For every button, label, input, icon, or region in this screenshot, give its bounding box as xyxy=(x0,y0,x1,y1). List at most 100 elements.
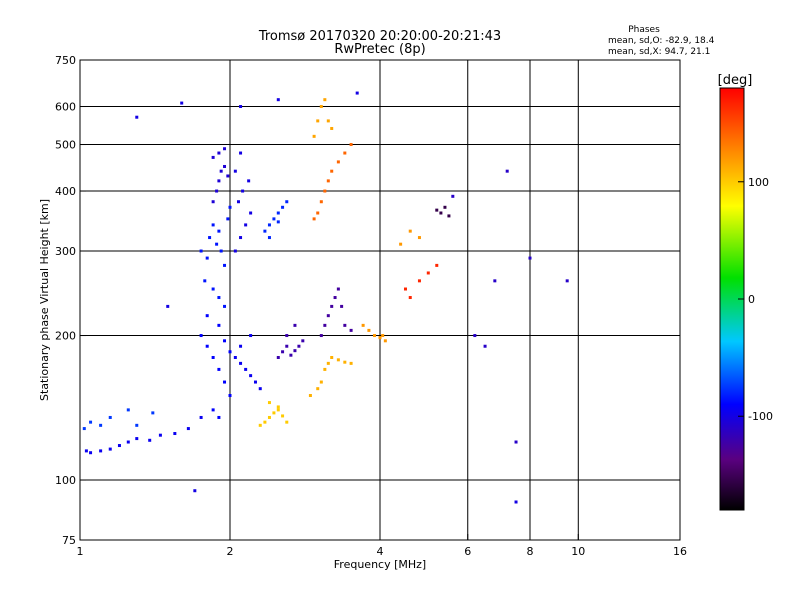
data-point xyxy=(263,420,267,424)
data-point xyxy=(267,236,271,240)
data-point xyxy=(289,353,293,357)
data-point xyxy=(233,169,237,173)
data-point xyxy=(323,98,327,102)
data-point xyxy=(135,423,139,427)
data-point xyxy=(493,279,497,283)
data-point xyxy=(281,414,285,418)
stats-line-x: mean, sd,X: 94.7, 21.1 xyxy=(608,47,710,57)
data-point xyxy=(417,279,421,283)
data-point xyxy=(223,147,227,151)
data-point xyxy=(211,355,215,359)
data-point xyxy=(249,334,253,338)
y-tick-label: 750 xyxy=(55,54,76,67)
data-point xyxy=(285,200,289,204)
x-axis-ticks: 1 2 4 6 8 10 16 xyxy=(77,534,687,558)
x-tick-label: 6 xyxy=(464,545,471,558)
data-point xyxy=(223,304,227,308)
data-point xyxy=(217,229,221,233)
data-point xyxy=(293,323,297,327)
x-tick-label: 16 xyxy=(673,545,687,558)
data-points xyxy=(82,91,569,504)
data-point xyxy=(239,236,243,240)
data-point xyxy=(239,151,243,155)
data-point xyxy=(355,91,359,95)
stats-heading: Phases xyxy=(628,25,660,35)
data-point xyxy=(378,336,382,340)
y-axis-ticks: 75 100 200 300 400 500 600 750 xyxy=(55,54,86,547)
data-point xyxy=(249,374,253,378)
data-point xyxy=(211,223,215,227)
data-point xyxy=(223,339,227,343)
colorbar-tick-label: 0 xyxy=(748,293,755,306)
data-point xyxy=(308,394,312,398)
data-point xyxy=(326,119,330,123)
data-point xyxy=(276,211,280,215)
data-point xyxy=(399,242,403,246)
data-point xyxy=(205,256,209,260)
data-point xyxy=(236,200,240,204)
data-point xyxy=(226,217,230,221)
data-point xyxy=(319,334,323,338)
data-point xyxy=(215,242,219,246)
data-point xyxy=(285,334,289,338)
data-point xyxy=(435,263,439,267)
y-tick-label: 600 xyxy=(55,101,76,114)
data-point xyxy=(323,189,327,193)
data-point xyxy=(323,323,327,327)
data-point xyxy=(447,214,451,218)
data-point xyxy=(228,394,232,398)
data-point xyxy=(108,447,112,451)
data-point xyxy=(276,220,280,224)
data-point xyxy=(126,408,130,412)
data-point xyxy=(226,174,230,178)
data-point xyxy=(285,420,289,424)
stats-line-o: mean, sd,O: -82.9, 18.4 xyxy=(608,36,715,46)
data-point xyxy=(330,355,334,359)
data-point xyxy=(383,339,387,343)
colorbar-label: [deg] xyxy=(718,73,753,88)
data-point xyxy=(108,415,112,419)
data-point xyxy=(326,314,330,318)
data-point xyxy=(293,349,297,353)
data-point xyxy=(135,437,139,441)
data-point xyxy=(514,500,518,504)
data-point xyxy=(301,339,305,343)
data-point xyxy=(367,328,371,332)
data-point xyxy=(565,279,569,283)
data-point xyxy=(126,440,130,444)
data-point xyxy=(217,415,221,419)
data-point xyxy=(272,411,276,415)
data-point xyxy=(148,438,152,442)
data-point xyxy=(323,367,327,371)
data-point xyxy=(451,194,455,198)
y-tick-label: 200 xyxy=(55,330,76,343)
data-point xyxy=(89,420,93,424)
data-point xyxy=(253,380,257,384)
data-point xyxy=(223,164,227,168)
data-point xyxy=(247,179,251,183)
data-point xyxy=(217,296,221,300)
data-point xyxy=(166,304,170,308)
data-point xyxy=(267,223,271,227)
data-point xyxy=(219,169,223,173)
data-point xyxy=(276,405,280,409)
data-point xyxy=(435,208,439,212)
data-point xyxy=(381,334,385,338)
data-point xyxy=(343,360,347,364)
data-point xyxy=(211,155,215,159)
data-point xyxy=(373,334,377,338)
data-point xyxy=(330,304,334,308)
data-point xyxy=(316,387,320,391)
data-point xyxy=(333,296,337,300)
data-point xyxy=(267,401,271,405)
data-point xyxy=(326,179,330,183)
data-point xyxy=(505,169,509,173)
data-point xyxy=(258,387,262,391)
colorbar-tick-label: 100 xyxy=(748,176,769,189)
y-tick-label: 500 xyxy=(55,139,76,152)
y-axis-label: Stationary phase Virtual Height [km] xyxy=(38,199,51,401)
data-point xyxy=(267,415,271,419)
data-point xyxy=(239,361,243,365)
data-point xyxy=(244,223,248,227)
data-point xyxy=(312,217,316,221)
